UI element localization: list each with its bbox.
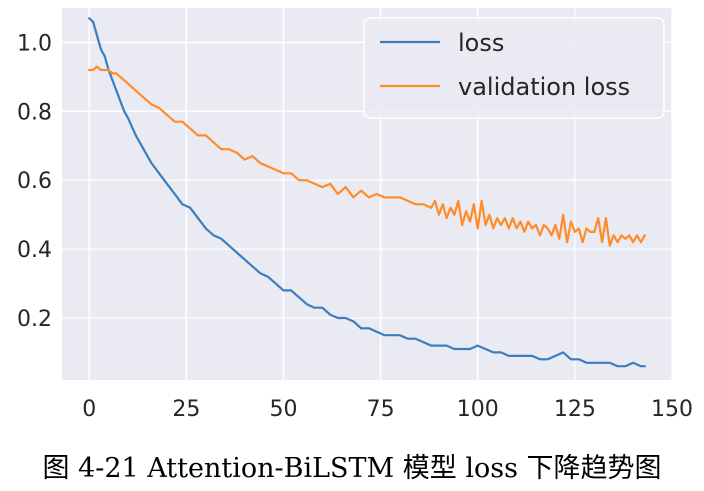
y-tick-label: 0.6 bbox=[17, 169, 52, 194]
x-tick-label: 125 bbox=[554, 397, 596, 422]
y-tick-label: 1.0 bbox=[17, 31, 52, 56]
legend-box bbox=[363, 17, 665, 119]
y-tick-label: 0.2 bbox=[17, 307, 52, 332]
series-line-validation-loss bbox=[88, 65, 646, 247]
legend-label-validation-loss: validation loss bbox=[458, 73, 630, 101]
series-line-loss bbox=[88, 17, 646, 368]
legend: loss validation loss bbox=[363, 17, 665, 119]
x-tick-label: 75 bbox=[367, 397, 395, 422]
y-tick-label: 0.8 bbox=[17, 100, 52, 125]
loss-chart: 0 25 50 75 100 125 150 0.2 0.4 0.6 0.8 1.0 loss va… bbox=[17, 8, 693, 422]
x-tick-label: 50 bbox=[269, 397, 297, 422]
y-tick-label: 0.4 bbox=[17, 238, 52, 263]
series-layer bbox=[88, 17, 646, 368]
x-tick-label: 0 bbox=[82, 397, 96, 422]
legend-label-loss: loss bbox=[458, 29, 504, 57]
figure-caption: 图 4-21 Attention-BiLSTM 模型 loss 下降趋势图 bbox=[42, 453, 662, 484]
y-tick-labels: 0.2 0.4 0.6 0.8 1.0 bbox=[17, 31, 52, 332]
x-tick-labels: 0 25 50 75 100 125 150 bbox=[82, 397, 693, 422]
x-tick-label: 25 bbox=[172, 397, 200, 422]
x-tick-label: 100 bbox=[457, 397, 499, 422]
x-tick-label: 150 bbox=[651, 397, 693, 422]
